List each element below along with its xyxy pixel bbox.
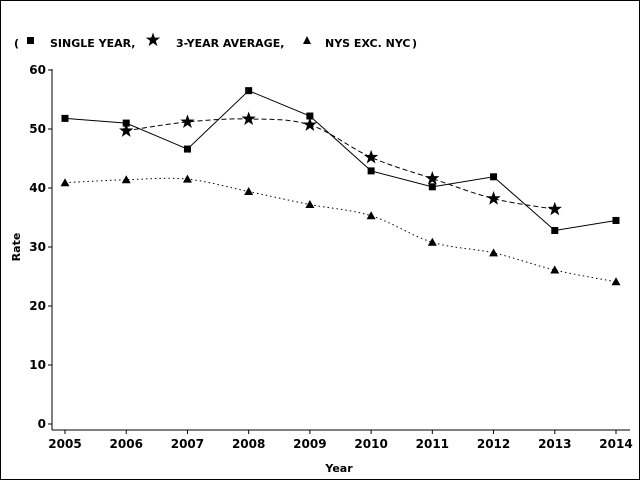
- series-line-nys-exc-nyc: [64, 177, 617, 283]
- data-point-single-year: [183, 145, 191, 153]
- series-nys-exc-nyc: [60, 174, 621, 286]
- y-tick-label: 30: [29, 240, 46, 254]
- legend: ( SINGLE YEAR, 3-YEAR AVERAGE, NYS EXC. …: [14, 32, 417, 50]
- x-ticks: 2005 2006 2007 2008 2009 2010 2011 2012 2013 2014: [48, 430, 633, 451]
- x-tick-label: 2011: [416, 437, 449, 451]
- data-point-single-year: [245, 87, 253, 95]
- data-point-nys-exc-nyc: [611, 277, 621, 286]
- series-line-3-year-average: [126, 118, 555, 210]
- legend-entry-nys-exc-nyc: NYS EXC. NYC: [325, 37, 410, 50]
- data-point-nys-exc-nyc: [305, 200, 315, 209]
- x-tick-label: 2014: [599, 437, 632, 451]
- data-point-single-year: [551, 226, 559, 234]
- series-line-single-year: [64, 90, 617, 232]
- x-tick-label: 2010: [354, 437, 387, 451]
- data-point-nys-exc-nyc: [427, 237, 437, 246]
- legend-star-marker: [145, 32, 161, 47]
- data-point-3-year-average: [486, 191, 501, 205]
- data-point-nys-exc-nyc: [244, 187, 254, 196]
- series-single-year: [61, 87, 620, 234]
- series-3-year-average: [119, 111, 562, 216]
- legend-entry-3-year-average: 3-YEAR AVERAGE,: [176, 37, 284, 50]
- data-point-single-year: [122, 119, 130, 127]
- data-point-3-year-average: [363, 149, 379, 164]
- data-point-single-year: [612, 216, 620, 224]
- data-point-nys-exc-nyc: [366, 211, 376, 220]
- data-point-nys-exc-nyc: [182, 174, 192, 183]
- x-tick-label: 2008: [232, 437, 265, 451]
- series-layer: [60, 87, 621, 286]
- y-tick-label: 20: [29, 299, 46, 313]
- data-point-single-year: [367, 167, 375, 175]
- data-point-single-year: [428, 183, 436, 191]
- data-point-nys-exc-nyc: [60, 178, 70, 187]
- y-tick-label: 50: [29, 122, 46, 136]
- x-tick-label: 2007: [171, 437, 204, 451]
- data-point-3-year-average: [302, 117, 318, 131]
- y-tick-label: 60: [29, 63, 46, 77]
- x-tick-label: 2013: [538, 437, 571, 451]
- data-point-3-year-average: [547, 201, 562, 216]
- data-point-nys-exc-nyc: [489, 248, 499, 257]
- data-point-nys-exc-nyc: [550, 265, 560, 274]
- data-point-3-year-average: [241, 111, 256, 126]
- data-point-single-year: [306, 112, 314, 120]
- x-tick-label: 2006: [110, 437, 143, 451]
- data-point-nys-exc-nyc: [121, 175, 131, 184]
- y-axis-title: Rate: [10, 233, 23, 262]
- data-point-single-year: [61, 114, 69, 122]
- x-tick-label: 2005: [48, 437, 81, 451]
- data-point-3-year-average: [119, 123, 134, 137]
- legend-open-paren: (: [14, 37, 19, 50]
- legend-triangle-marker: [303, 36, 311, 44]
- y-tick-label: 10: [29, 358, 46, 372]
- x-tick-label: 2012: [477, 437, 510, 451]
- y-ticks: 0 10 20 30 40 50 60: [29, 63, 52, 431]
- legend-close-paren: ): [412, 37, 417, 50]
- data-point-3-year-average: [425, 171, 440, 185]
- y-tick-label: 0: [38, 417, 46, 431]
- legend-square-marker: [27, 37, 34, 44]
- legend-entry-single-year: SINGLE YEAR,: [50, 37, 135, 50]
- x-tick-label: 2009: [293, 437, 326, 451]
- x-axis-title: Year: [324, 462, 353, 475]
- data-point-single-year: [490, 173, 498, 181]
- y-tick-label: 40: [29, 181, 46, 195]
- data-point-3-year-average: [180, 114, 195, 128]
